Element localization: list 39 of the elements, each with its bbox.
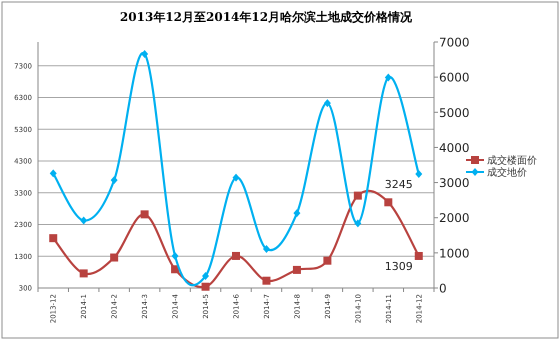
- point: [262, 244, 270, 253]
- point: [232, 252, 240, 260]
- chart-title: 2013年12月至2014年12月哈尔滨土地成交价格情况: [120, 10, 414, 24]
- y2-tick-label: 4000: [439, 140, 470, 155]
- point: [415, 170, 422, 178]
- point: [354, 192, 362, 200]
- data-label: 1309: [384, 260, 413, 273]
- data-label: 3245: [384, 178, 413, 191]
- y2-tick-label: 0: [439, 282, 447, 296]
- point: [414, 252, 423, 260]
- y2-tick-label: 5000: [439, 106, 470, 120]
- point: [262, 276, 270, 285]
- point: [172, 252, 179, 260]
- point: [110, 176, 118, 184]
- legend-label: 成交楼面价: [487, 154, 537, 166]
- y2-tick-label: 1000: [439, 246, 470, 260]
- point: [140, 210, 149, 218]
- y2-tick-label: 3000: [439, 176, 470, 190]
- point: [50, 169, 57, 178]
- legend-label: 成交地价: [487, 166, 527, 178]
- y2-tick-label: 2000: [439, 211, 470, 226]
- y2-tick-label: 6000: [439, 70, 470, 85]
- point: [110, 254, 118, 262]
- point: [49, 234, 58, 242]
- point: [324, 99, 331, 108]
- point: [202, 282, 210, 291]
- point: [384, 198, 392, 206]
- point: [323, 256, 332, 265]
- point: [202, 272, 210, 280]
- point: [384, 73, 392, 82]
- y2-tick-label: 7000: [439, 36, 470, 50]
- point: [80, 216, 88, 225]
- point: [141, 50, 148, 58]
- point: [80, 269, 88, 278]
- point: [171, 265, 180, 274]
- point: [232, 174, 240, 182]
- point: [354, 219, 362, 228]
- point: [293, 209, 300, 218]
- point: [292, 266, 301, 274]
